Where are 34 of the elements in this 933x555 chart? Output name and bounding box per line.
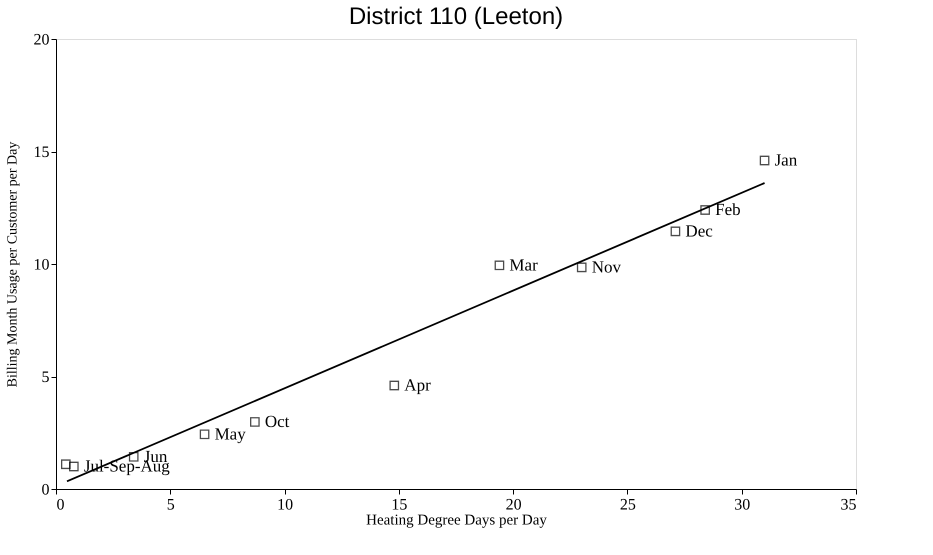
y-tick-label: 20 (34, 32, 50, 48)
annotation: Apr (404, 376, 432, 394)
chart-title: District 110 (Leeton) (348, 3, 564, 30)
annotation: Nov (592, 257, 622, 276)
y-tick-label: 0 (42, 482, 50, 498)
x-tick-label: 5 (166, 496, 175, 514)
point (200, 429, 210, 440)
x-axis-title: Heating Degree Days per Day (366, 512, 548, 528)
point (700, 205, 710, 215)
x-tick-label: 35 (840, 496, 856, 514)
y-tick-label: 15 (34, 144, 50, 161)
point (389, 380, 400, 390)
point (494, 260, 504, 270)
point (760, 156, 770, 166)
x-tick-label: 30 (734, 496, 750, 514)
point (670, 226, 680, 236)
y-axis-title: Billing Month Usage per Customer per Day (6, 142, 20, 388)
x-tick-label: 20 (506, 496, 522, 514)
annotation: Jan (774, 150, 798, 170)
annotation: Feb (715, 200, 741, 219)
point (60, 459, 71, 470)
point (250, 417, 260, 427)
point (68, 462, 79, 472)
x-tick-label: 15 (391, 496, 408, 514)
x-tick-label: 25 (620, 496, 636, 514)
annotation: May (214, 424, 246, 444)
x-tick-label: 10 (277, 496, 294, 514)
y-tick-label: 5 (42, 369, 50, 386)
annotation: Dec (685, 221, 714, 240)
y-tick-label: 10 (34, 256, 50, 274)
annotation: Oct (264, 412, 290, 431)
point (576, 262, 587, 272)
x-tick-label: 0 (56, 496, 64, 514)
annotation: Mar (509, 255, 538, 274)
